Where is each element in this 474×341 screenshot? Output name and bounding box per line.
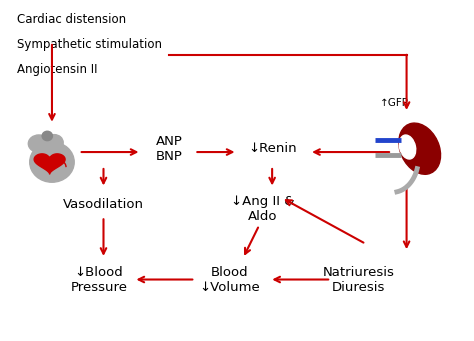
Text: Sympathetic stimulation: Sympathetic stimulation bbox=[17, 38, 162, 51]
Text: ↓Renin: ↓Renin bbox=[248, 142, 296, 155]
Text: Cardiac distension: Cardiac distension bbox=[17, 13, 126, 26]
Ellipse shape bbox=[399, 135, 416, 159]
Text: Angiotensin II: Angiotensin II bbox=[17, 63, 97, 76]
Text: ↓Blood
Pressure: ↓Blood Pressure bbox=[70, 266, 128, 294]
Ellipse shape bbox=[30, 142, 74, 182]
Ellipse shape bbox=[399, 123, 440, 174]
Text: ↓Ang II &
Aldo: ↓Ang II & Aldo bbox=[231, 195, 294, 223]
Text: ↑GFR: ↑GFR bbox=[381, 99, 410, 108]
Ellipse shape bbox=[42, 131, 53, 140]
Text: Natriuresis
Diuresis: Natriuresis Diuresis bbox=[323, 266, 395, 294]
Polygon shape bbox=[34, 154, 65, 174]
Text: Vasodilation: Vasodilation bbox=[63, 197, 144, 210]
Ellipse shape bbox=[28, 135, 49, 152]
Ellipse shape bbox=[46, 135, 63, 151]
Text: Blood
↓Volume: Blood ↓Volume bbox=[200, 266, 260, 294]
Text: ANP
BNP: ANP BNP bbox=[155, 135, 182, 163]
